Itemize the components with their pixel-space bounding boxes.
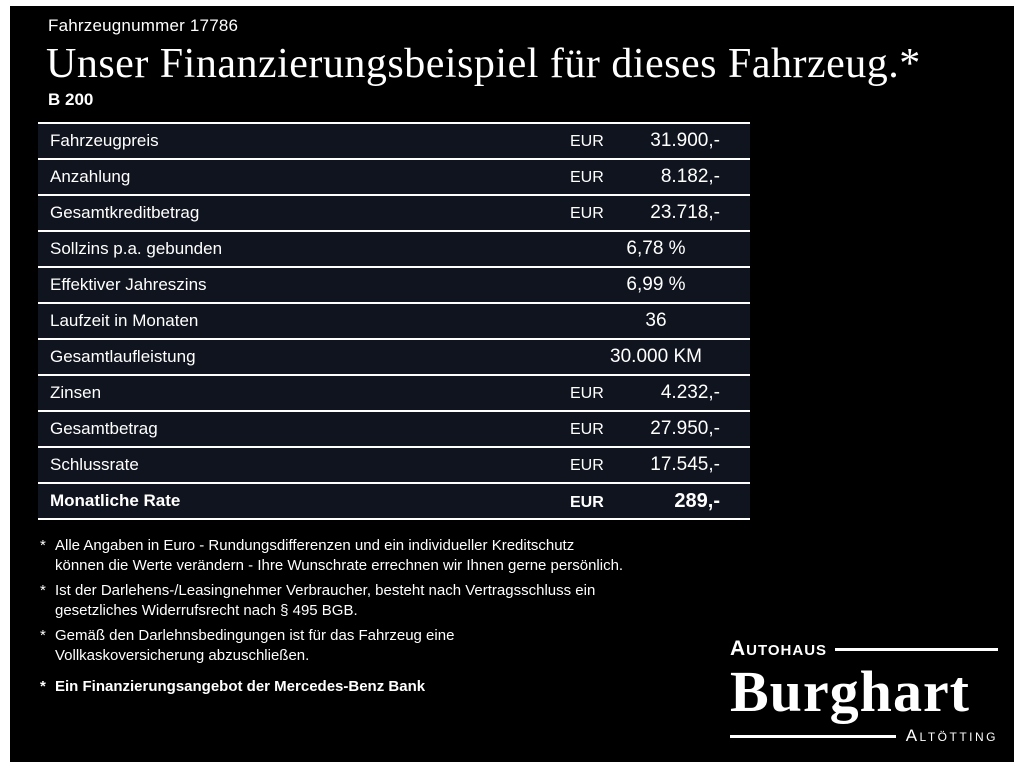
row-value-area: EUR 289,-	[570, 490, 720, 513]
row-value-area: EUR 27.950,-	[570, 418, 720, 440]
table-row: Anzahlung EUR 8.182,-	[38, 160, 750, 196]
footnote-marker: *	[40, 537, 46, 554]
footnote-text: Ist der Darlehens-/Leasingnehmer Verbrau…	[55, 581, 595, 621]
financing-table: Fahrzeugpreis EUR 31.900,- Anzahlung EUR 8.18…	[38, 122, 750, 520]
table-row: Effektiver Jahreszins 6,99 %	[38, 268, 750, 304]
row-value-area: EUR 8.182,-	[570, 166, 720, 188]
footnote-marker: *	[40, 678, 46, 695]
table-row: Gesamtkreditbetrag EUR 23.718,-	[38, 196, 750, 232]
row-value-area: EUR 4.232,-	[570, 382, 720, 404]
row-value: 17.545,-	[650, 454, 720, 475]
table-row: Sollzins p.a. gebunden 6,78 %	[38, 232, 750, 268]
logo-autohaus-label: Autohaus	[730, 637, 828, 661]
row-value-area: 36	[570, 310, 720, 332]
row-value: 30.000 KM	[610, 346, 702, 367]
row-value-area: EUR 31.900,-	[570, 130, 720, 152]
footnote-line: Vollkaskoversicherung abzuschließen.	[55, 647, 310, 664]
table-row: Gesamtlaufleistung 30.000 KM	[38, 340, 750, 376]
logo-top-row: Autohaus	[730, 637, 998, 661]
currency-label: EUR	[570, 385, 604, 402]
table-row: Zinsen EUR 4.232,-	[38, 376, 750, 412]
row-label: Gesamtkreditbetrag	[50, 203, 200, 222]
row-value: 23.718,-	[650, 202, 720, 223]
footnote-text: Alle Angaben in Euro - Rundungsdifferenz…	[55, 536, 623, 576]
row-value: 6,99 %	[626, 274, 686, 295]
footnote-marker: *	[40, 627, 46, 644]
footnote: * Ist der Darlehens-/Leasingnehmer Verbra…	[40, 581, 746, 621]
table-row: Monatliche Rate EUR 289,-	[38, 484, 750, 520]
row-label: Laufzeit in Monaten	[50, 311, 199, 330]
footnote: * Alle Angaben in Euro - Rundungsdifferen…	[40, 536, 746, 576]
row-value: 27.950,-	[650, 418, 720, 439]
currency-label: EUR	[570, 169, 604, 186]
logo-rule-top	[835, 647, 998, 651]
vehicle-number: Fahrzeugnummer 17786	[48, 16, 239, 35]
row-value-area: 30.000 KM	[570, 346, 720, 368]
dealer-logo: Autohaus Burghart Altötting	[730, 637, 998, 746]
bank-footnote-text: Ein Finanzierungsangebot der Mercedes-Be…	[55, 678, 426, 695]
footnote-marker: *	[40, 582, 46, 599]
currency-label: EUR	[570, 205, 604, 222]
financing-sheet: Fahrzeugnummer 17786 Unser Finanzierungs…	[10, 6, 1014, 762]
table-row: Laufzeit in Monaten 36	[38, 304, 750, 340]
row-label: Anzahlung	[50, 167, 131, 186]
row-value: 31.900,-	[650, 130, 720, 151]
row-value: 8.182,-	[660, 166, 720, 187]
row-label: Effektiver Jahreszins	[50, 275, 207, 294]
row-value: 289,-	[674, 489, 720, 512]
bank-footnote: * Ein Finanzierungsangebot der Mercedes-…	[40, 678, 1014, 695]
row-label: Gesamtbetrag	[50, 419, 158, 438]
logo-bottom-row: Altötting	[730, 726, 998, 746]
row-value-area: EUR 17.545,-	[570, 454, 720, 476]
row-label: Fahrzeugpreis	[50, 131, 159, 150]
row-value-area: EUR 23.718,-	[570, 202, 720, 224]
row-label: Gesamtlaufleistung	[50, 347, 196, 366]
table-row: Fahrzeugpreis EUR 31.900,-	[38, 124, 750, 160]
page-title: Unser Finanzierungsbeispiel für dieses F…	[46, 41, 921, 87]
table-row: Schlussrate EUR 17.545,-	[38, 448, 750, 484]
row-label: Sollzins p.a. gebunden	[50, 239, 223, 258]
row-label: Monatliche Rate	[50, 491, 181, 510]
logo-rule-bottom	[730, 734, 896, 738]
footnote-text: Gemäß den Darlehnsbedingungen ist für da…	[55, 626, 454, 666]
currency-label: EUR	[570, 457, 604, 474]
row-value: 6,78 %	[626, 238, 686, 259]
currency-label: EUR	[570, 421, 604, 438]
currency-label: EUR	[570, 493, 604, 511]
footnote-line: gesetzliches Widerrufsrecht nach § 495 B…	[55, 602, 358, 619]
footnote-line: Alle Angaben in Euro - Rundungsdifferenz…	[55, 537, 575, 554]
row-label: Schlussrate	[50, 455, 139, 474]
row-value-area: 6,78 %	[570, 238, 720, 260]
footnote-line: Gemäß den Darlehnsbedingungen ist für da…	[55, 627, 455, 644]
vehicle-model: B 200	[48, 90, 94, 109]
row-value: 36	[645, 310, 667, 331]
row-value-area: 6,99 %	[570, 274, 720, 296]
logo-city-label: Altötting	[905, 726, 998, 745]
currency-label: EUR	[570, 133, 604, 150]
footnote-line: Ist der Darlehens-/Leasingnehmer Verbrau…	[55, 582, 596, 599]
footnote: * Gemäß den Darlehnsbedingungen ist für d…	[40, 626, 746, 666]
table-row: Gesamtbetrag EUR 27.950,-	[38, 412, 750, 448]
row-value: 4.232,-	[660, 382, 720, 403]
row-label: Zinsen	[50, 383, 102, 402]
footnotes: * Alle Angaben in Euro - Rundungsdifferen…	[40, 536, 746, 666]
footnote-line: können die Werte verändern - Ihre Wunsch…	[55, 557, 624, 574]
logo-dealer-name: Burghart	[730, 659, 970, 725]
